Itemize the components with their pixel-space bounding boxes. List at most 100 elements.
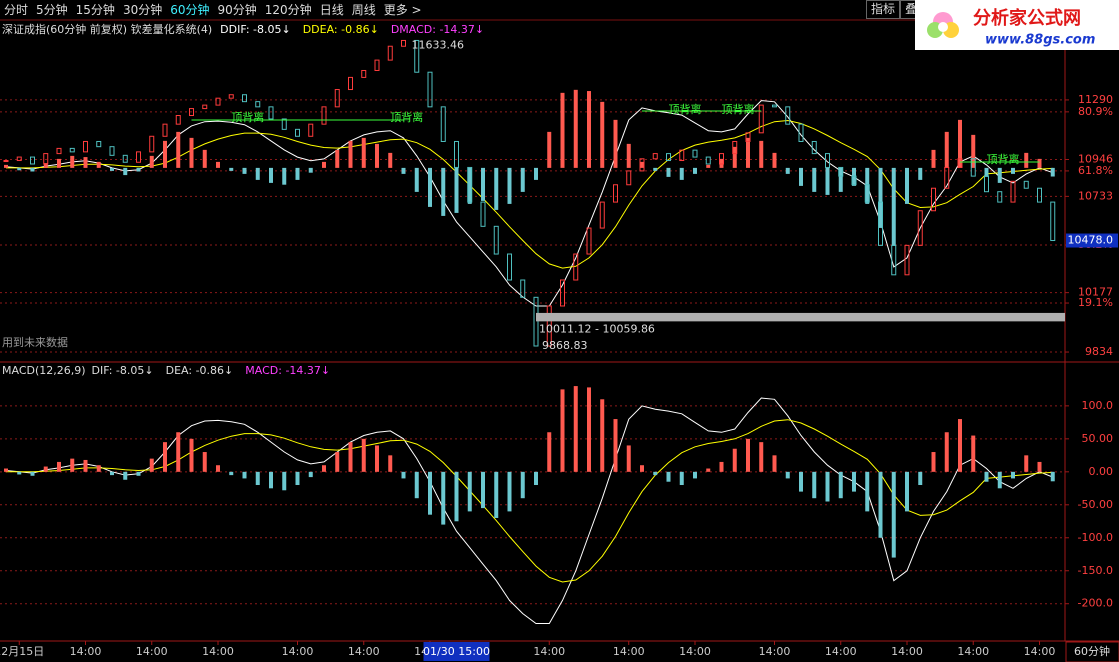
macd-bar [110,167,114,171]
macd-bar [123,471,128,480]
macd-bar [666,471,671,482]
macd-bar [905,167,909,204]
candle [984,175,989,193]
period-tab[interactable]: 30分钟 [122,3,163,17]
macd-bar [640,465,644,472]
macd-bar [520,167,525,192]
candle [1037,187,1042,203]
candle [626,170,632,186]
current-price-box [1066,233,1118,248]
candle [387,45,393,61]
macd-bar [1037,158,1042,168]
period-tab[interactable]: 分时 [4,3,29,17]
macd-bar [83,157,88,168]
period-tab[interactable]: 15分钟 [75,3,115,17]
candle [692,149,698,158]
macd-bar [70,155,75,168]
high-label: 11633.46 [412,38,465,51]
macd-bar [454,471,459,522]
candle [109,146,115,156]
macd-bar [1011,471,1015,479]
macd-bar [441,471,446,525]
macd-bar [202,149,207,168]
macd-bar [308,471,313,478]
y-tick-label: 19.1% [1078,296,1113,309]
period-tab[interactable]: 120分钟 [264,3,312,17]
indicator-readout: DDEA: -0.86↓ [303,23,379,36]
legend-entry: DIF: -8.05↓ [92,364,154,377]
macd-bar [984,471,989,482]
candle [1050,201,1056,242]
candle [69,147,75,153]
x-tick-label: 14:00 [679,645,711,658]
macd-bar [825,167,830,195]
macd-bar [149,458,154,472]
macd-bar [507,471,512,512]
tool-button[interactable]: 指标 [866,0,901,19]
candle [560,279,565,307]
macd-bar [242,167,247,174]
macd-bar [984,167,989,177]
macd-bar [335,149,340,168]
macd-bar [361,137,366,168]
macd-bar [467,167,472,204]
y-tick-label: -200.0 [1078,597,1113,610]
macd-bar [216,465,220,472]
logo-art: 分析家公式网 www.88gs.com [927,7,1095,48]
toolbar: 分时 5分钟 15分钟 30分钟 60分钟 90分钟 120分钟 日线 周线 更多 > [0,0,1119,19]
macd-bar [375,143,379,168]
x-tick-label: 14:00 [202,645,234,658]
macd-bar [693,471,697,479]
candle [255,101,261,108]
macd-bar [4,164,8,168]
candle [520,279,526,298]
macd-bar [560,389,565,472]
period-tab[interactable]: 90分钟 [217,3,257,17]
macd-bar [759,442,764,472]
macd-bar [388,152,393,168]
macd-bar [587,91,591,168]
candle [970,158,976,177]
macd-bar [428,471,432,515]
macd-bar [799,471,803,492]
macd-bar [547,131,552,168]
y-tick-label: 10177 [1078,286,1113,299]
candle [507,253,512,281]
candle [772,104,777,108]
period-tab[interactable]: 更多 > [383,3,422,17]
macd-bar [732,146,737,168]
macd-bar [547,432,552,472]
period-tab[interactable]: 日线 [319,3,344,17]
indicator-line [6,419,1053,583]
macd-bar [1037,461,1042,472]
candle [96,140,102,148]
candle [878,201,883,246]
macd-bar [600,101,605,168]
macd-bar [971,435,976,472]
candle [719,153,724,165]
indicator-line [6,119,1053,269]
range-label: 10011.12 - 10059.86 [539,322,655,335]
note: 用到未来数据 [2,335,68,349]
candle [480,201,486,227]
macd-bar [388,455,393,472]
period-tab[interactable]: 5分钟 [36,3,68,17]
macd-bar [322,465,326,472]
indicator-line [5,397,1053,624]
lower-title: MACD(12,26,9) [2,364,86,377]
low-label: 9868.83 [542,339,588,352]
period-tab[interactable]: 60分钟 [170,3,210,17]
macd-bar [335,452,340,472]
macd-bar [534,471,538,486]
macd-bar [785,471,790,479]
y-tick-label: 61.8% [1078,164,1113,177]
cursor-label: 01/30 15:00 [423,645,490,658]
macd-bar [732,448,737,472]
y-tick-label: 10946 [1078,152,1113,165]
period-label: 60分钟 [1074,644,1110,658]
macd-bar [746,137,750,168]
macd-bar [706,164,711,168]
macd-bar [997,471,1002,489]
period-tab[interactable]: 周线 [351,3,376,17]
candle [931,187,936,212]
